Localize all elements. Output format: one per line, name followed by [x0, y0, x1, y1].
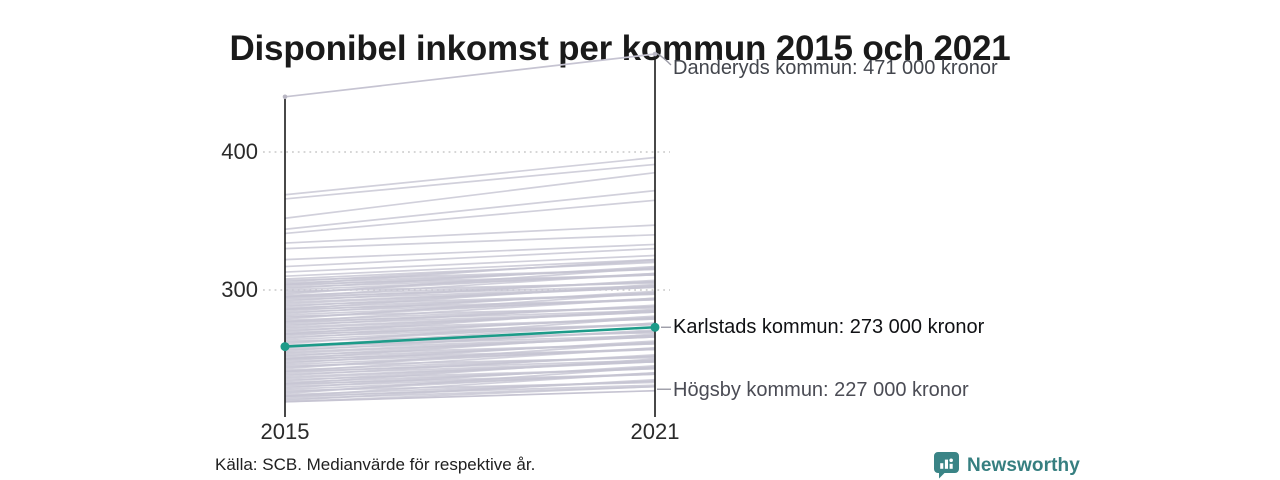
- y-axis-tick-400: 400: [221, 139, 258, 164]
- source-note: Källa: SCB. Medianvärde för respektive å…: [215, 455, 536, 474]
- annotation-hogsby: Högsby kommun: 227 000 kronor: [673, 379, 969, 401]
- newsworthy-logo[interactable]: Newsworthy: [933, 451, 1080, 479]
- annotation-karlstad-highlighted: Karlstads kommun: 273 000 kronor: [673, 316, 985, 338]
- newsworthy-chart-bubble-icon: [933, 451, 960, 479]
- y-axis-tick-300: 300: [221, 277, 258, 302]
- chart-title: Disponibel inkomst per kommun 2015 och 2…: [229, 29, 1011, 69]
- x-axis-tick-2015: 2015: [260, 419, 310, 444]
- newsworthy-logo-text: Newsworthy: [967, 454, 1080, 476]
- annotation-danderyd: Danderyds kommun: 471 000 kronor: [673, 57, 998, 79]
- x-axis-tick-2021: 2021: [630, 419, 680, 444]
